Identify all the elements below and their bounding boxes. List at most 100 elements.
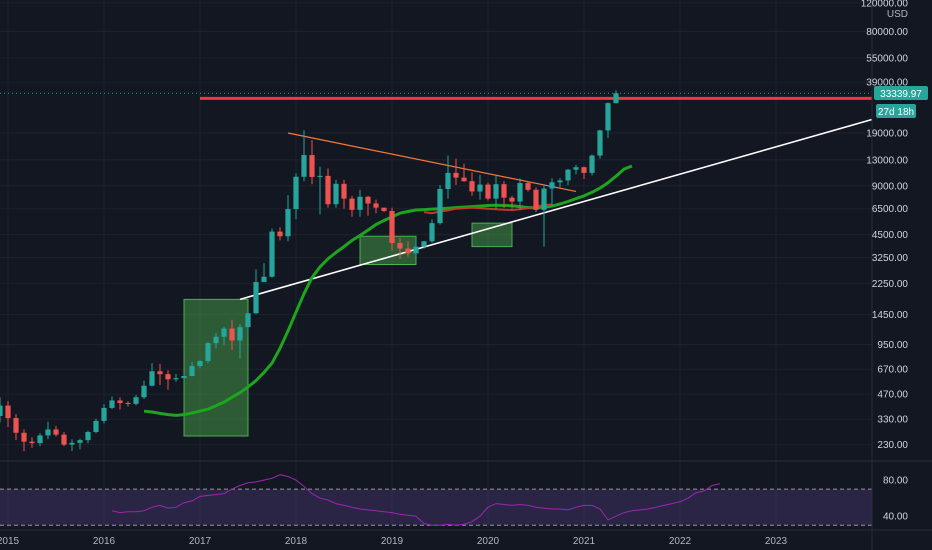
candle-body[interactable] — [45, 429, 51, 436]
candle-body[interactable] — [181, 376, 187, 379]
candle-body[interactable] — [317, 175, 323, 177]
candle-body[interactable] — [229, 328, 235, 341]
candle-body[interactable] — [477, 184, 483, 192]
candle-body[interactable] — [589, 155, 595, 173]
candle-body[interactable] — [389, 210, 395, 244]
candle-body[interactable] — [533, 189, 539, 210]
candle-body[interactable] — [309, 155, 315, 177]
candle-body[interactable] — [549, 182, 555, 189]
candle-body[interactable] — [69, 442, 75, 445]
price-tick-label: 950.00 — [877, 340, 908, 351]
candle-body[interactable] — [173, 378, 179, 380]
candle-body[interactable] — [469, 181, 475, 192]
price-tick-label: 3250.00 — [872, 253, 909, 264]
candle-body[interactable] — [205, 343, 211, 361]
candle-body[interactable] — [405, 248, 411, 254]
moving-average-line[interactable] — [143, 164, 633, 417]
candle-body[interactable] — [581, 167, 587, 173]
candle-body[interactable] — [61, 434, 67, 445]
candle-body[interactable] — [501, 184, 507, 198]
candle-body[interactable] — [117, 400, 123, 403]
candle-body[interactable] — [445, 172, 451, 189]
candle-body[interactable] — [365, 196, 371, 204]
candle-body[interactable] — [381, 207, 387, 211]
candle-body[interactable] — [517, 183, 523, 202]
candle-body[interactable] — [485, 184, 491, 199]
candle-body[interactable] — [253, 282, 259, 314]
candle-body[interactable] — [605, 103, 611, 131]
candle-body[interactable] — [509, 197, 515, 202]
price-tick-label: 670.00 — [877, 365, 908, 376]
candle-body[interactable] — [341, 183, 347, 199]
candle-body[interactable] — [357, 196, 363, 210]
candle-body[interactable] — [5, 405, 11, 419]
candlesticks[interactable] — [0, 90, 619, 452]
candle-body[interactable] — [285, 209, 291, 237]
candle-body[interactable] — [77, 440, 83, 443]
candle-body[interactable] — [237, 327, 243, 341]
candle-body[interactable] — [421, 241, 427, 247]
candle-body[interactable] — [189, 366, 195, 377]
candle-body[interactable] — [37, 435, 43, 444]
candle-body[interactable] — [85, 432, 91, 441]
candle-body[interactable] — [149, 371, 155, 386]
candle-body[interactable] — [157, 371, 163, 375]
candle-body[interactable] — [141, 385, 147, 398]
candle-body[interactable] — [349, 198, 355, 210]
price-tick-label: 2250.00 — [872, 279, 909, 290]
candle-body[interactable] — [453, 172, 459, 178]
support-box[interactable] — [471, 222, 513, 248]
moving-average-red-segment[interactable] — [423, 203, 553, 215]
candle-body[interactable] — [197, 360, 203, 367]
candle-body[interactable] — [0, 405, 3, 417]
price-axis[interactable]: 120000.00 80000.00 55000.00 39000.00 19000.0… — [861, 0, 909, 550]
candle-body[interactable] — [261, 276, 267, 283]
time-tick-label: 2017 — [189, 536, 212, 547]
candle-body[interactable] — [557, 180, 563, 183]
candle-body[interactable] — [325, 175, 331, 205]
candle-body[interactable] — [333, 183, 339, 205]
annotation-boxes[interactable] — [183, 222, 513, 437]
candle-body[interactable] — [213, 336, 219, 344]
trendline[interactable] — [239, 118, 873, 301]
candle-body[interactable] — [101, 407, 107, 421]
candle-body[interactable] — [373, 203, 379, 208]
candle-body[interactable] — [93, 420, 99, 433]
trend-lines[interactable] — [0, 92, 873, 417]
rsi-line[interactable] — [111, 474, 721, 526]
candle-body[interactable] — [277, 231, 283, 237]
candle-body[interactable] — [461, 177, 467, 182]
price-tick-label: 120000.00 — [861, 0, 909, 9]
candle-body[interactable] — [269, 231, 275, 277]
candle-body[interactable] — [613, 93, 619, 104]
candle-body[interactable] — [429, 223, 435, 242]
candle-body[interactable] — [397, 243, 403, 249]
candle-body[interactable] — [29, 441, 35, 444]
candle-body[interactable] — [301, 155, 307, 177]
candle-body[interactable] — [133, 397, 139, 404]
candle-body[interactable] — [597, 130, 603, 156]
time-tick-label: 2019 — [381, 536, 404, 547]
candle-body[interactable] — [413, 246, 419, 254]
candle-body[interactable] — [13, 418, 19, 433]
candle-body[interactable] — [109, 400, 115, 408]
candle-body[interactable] — [245, 313, 251, 328]
candle-body[interactable] — [53, 429, 59, 435]
candle-body[interactable] — [541, 188, 547, 210]
candle-body[interactable] — [293, 176, 299, 210]
candle-body[interactable] — [525, 183, 531, 190]
candle-body[interactable] — [125, 402, 131, 404]
rsi-panel[interactable] — [0, 460, 932, 526]
candle-body[interactable] — [437, 188, 443, 224]
candle-body[interactable] — [565, 169, 571, 181]
candle-body[interactable] — [221, 328, 227, 337]
candle-body[interactable] — [573, 167, 579, 170]
candle-body[interactable] — [21, 432, 27, 442]
time-axis[interactable]: 2015 2016 2017 2018 2019 2020 2021 2022 2023 — [0, 529, 932, 547]
countdown-badge-bg — [876, 104, 916, 118]
candle-body[interactable] — [165, 374, 171, 380]
price-tick-label: 19000.00 — [866, 128, 908, 139]
time-tick-label: 2016 — [93, 536, 116, 547]
candle-body[interactable] — [493, 184, 499, 199]
